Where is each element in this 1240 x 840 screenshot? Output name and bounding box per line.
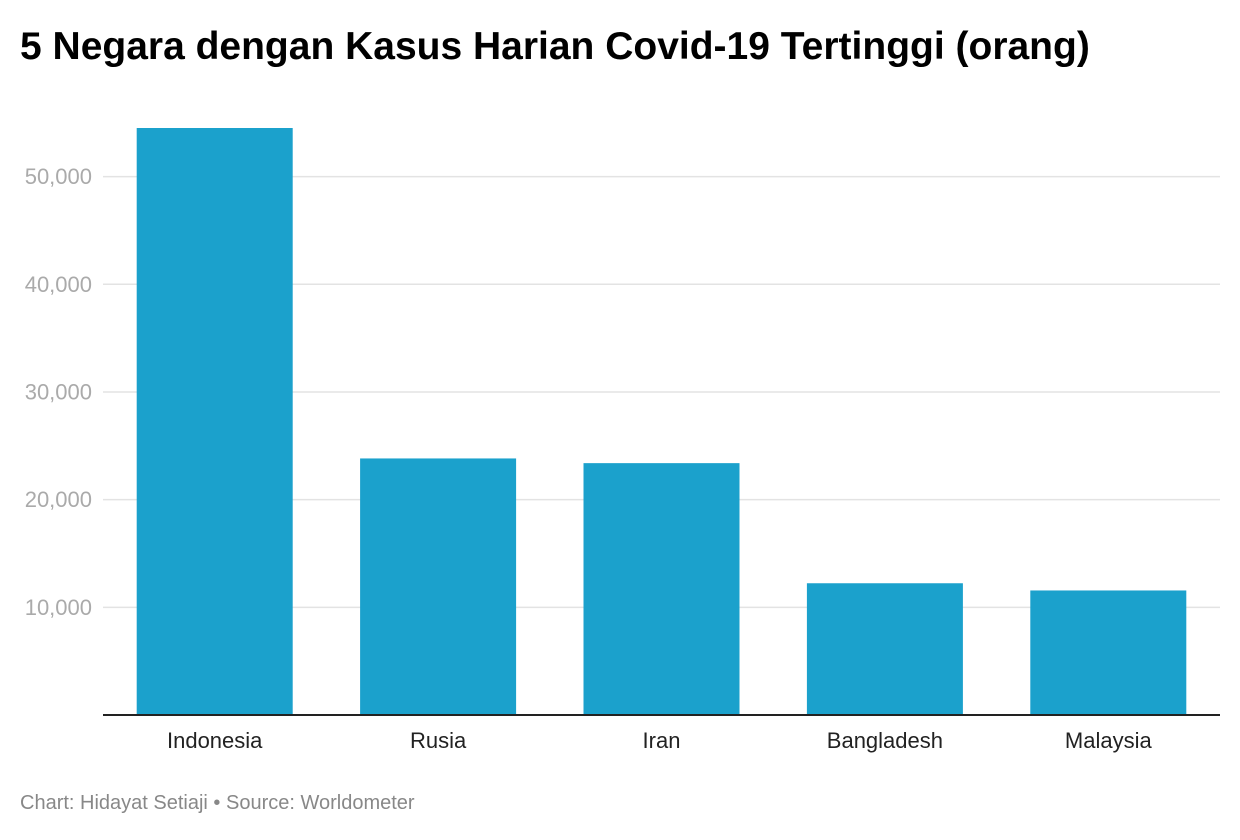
x-tick-label: Iran — [643, 728, 681, 753]
bar — [136, 128, 293, 715]
bars — [136, 128, 1187, 715]
x-tick-label: Indonesia — [167, 728, 263, 753]
bar — [1030, 590, 1187, 715]
y-tick-label: 20,000 — [25, 487, 92, 512]
bar-chart: 10,000 20,000 30,000 40,000 50,000 Indonesia… — [25, 128, 1220, 753]
y-tick-label: 30,000 — [25, 379, 92, 404]
x-tick-label: Bangladesh — [827, 728, 943, 753]
y-tick-label: 40,000 — [25, 272, 92, 297]
chart-title: 5 Negara dengan Kasus Harian Covid-19 Te… — [20, 25, 1090, 68]
y-tick-label: 10,000 — [25, 595, 92, 620]
x-tick-labels: Indonesia Rusia Iran Bangladesh Malaysia — [167, 728, 1152, 753]
bar — [360, 458, 517, 715]
chart-credit: Chart: Hidayat Setiaji — [20, 792, 208, 814]
bar — [806, 583, 963, 715]
y-tick-labels: 10,000 20,000 30,000 40,000 50,000 — [25, 164, 92, 620]
x-tick-label: Malaysia — [1065, 728, 1153, 753]
footer-separator: • — [207, 792, 226, 814]
y-tick-label: 50,000 — [25, 164, 92, 189]
chart-source: Source: Worldometer — [226, 792, 415, 814]
bar — [583, 463, 740, 715]
x-tick-label: Rusia — [410, 728, 467, 753]
chart-footer: Chart: Hidayat Setiaji • Source: Worldom… — [20, 790, 415, 816]
